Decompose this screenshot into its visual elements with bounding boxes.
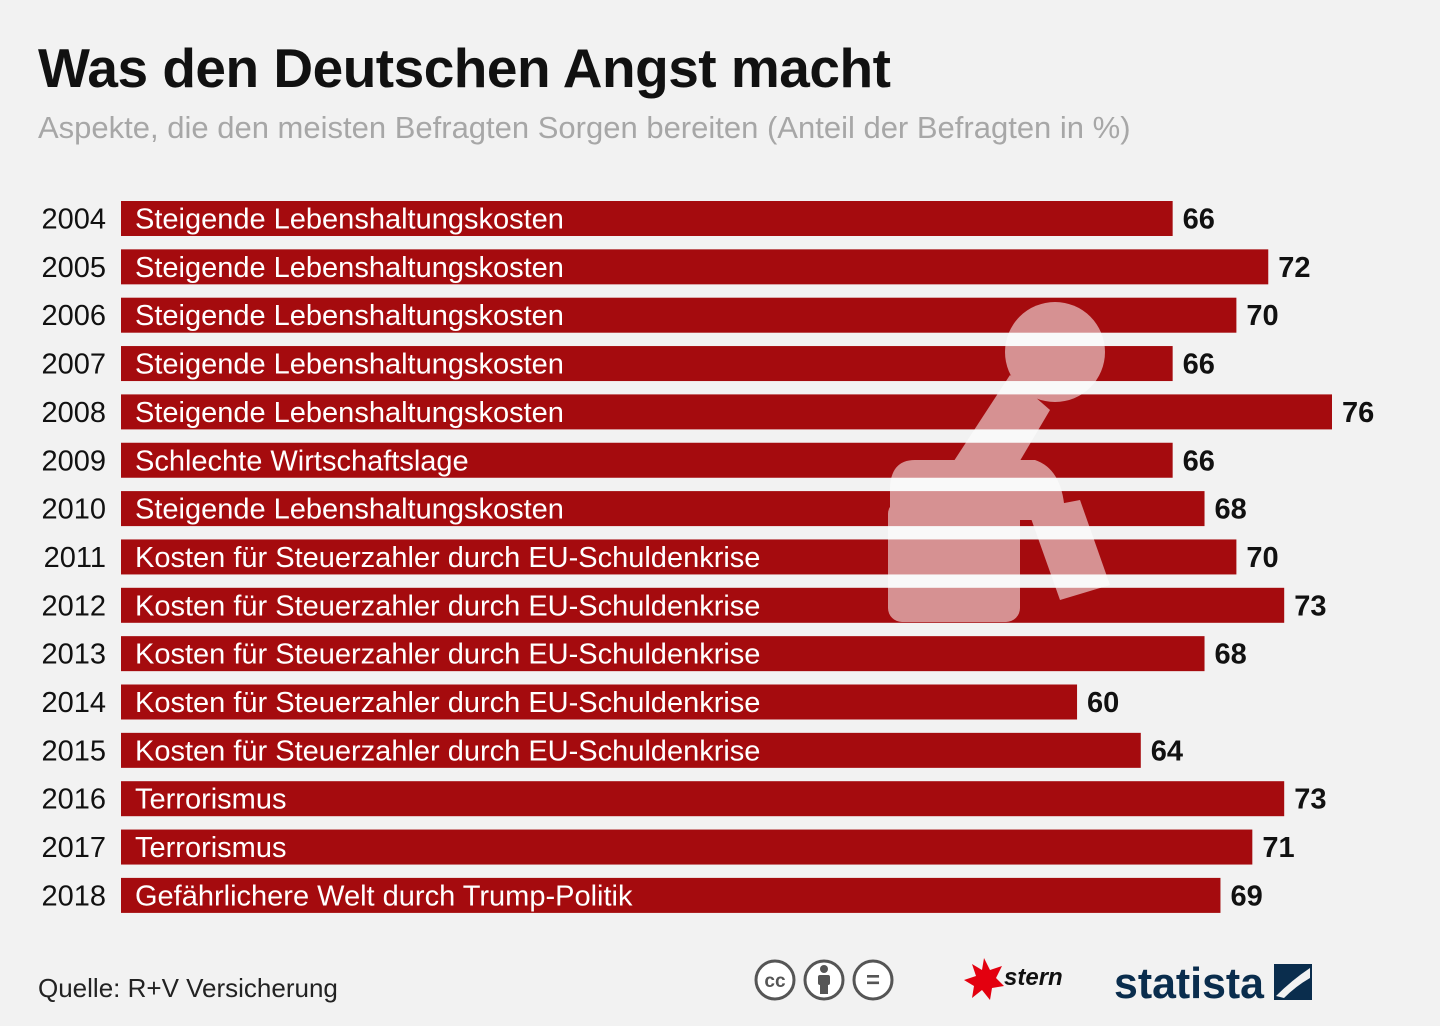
year-label-2018: 2018	[41, 880, 106, 912]
bar-label-2005: Steigende Lebenshaltungskosten	[135, 252, 564, 284]
year-label-2005: 2005	[41, 252, 106, 284]
year-label-2008: 2008	[41, 397, 106, 429]
year-label-2012: 2012	[41, 590, 106, 622]
stern-logo: stern	[964, 958, 1063, 1000]
year-label-2015: 2015	[41, 735, 106, 767]
bar-label-2014: Kosten für Steuerzahler durch EU-Schulde…	[135, 687, 760, 719]
bar-2013	[121, 636, 1205, 672]
bar-label-2004: Steigende Lebenshaltungskosten	[135, 204, 564, 236]
bar-2005	[121, 249, 1269, 285]
bar-label-2018: Gefährlichere Welt durch Trump-Politik	[135, 880, 633, 912]
value-label-2013: 68	[1215, 639, 1247, 671]
bar-label-2012: Kosten für Steuerzahler durch EU-Schulde…	[135, 590, 760, 622]
bar-label-2008: Steigende Lebenshaltungskosten	[135, 397, 564, 429]
value-label-2018: 69	[1230, 880, 1262, 912]
value-label-2008: 76	[1342, 397, 1374, 429]
value-label-2011: 70	[1246, 542, 1278, 574]
year-label-2014: 2014	[41, 687, 106, 719]
bar-2017	[121, 829, 1253, 865]
year-label-2010: 2010	[41, 494, 106, 526]
value-label-2009: 66	[1183, 445, 1215, 477]
bar-label-2006: Steigende Lebenshaltungskosten	[135, 300, 564, 332]
year-label-2004: 2004	[41, 204, 106, 236]
source-note: Quelle: R+V Versicherung	[38, 973, 338, 1003]
statista-logo: statista	[1114, 959, 1312, 1008]
bar-2004	[121, 201, 1173, 236]
bar-label-2013: Kosten für Steuerzahler durch EU-Schulde…	[135, 639, 760, 671]
value-label-2010: 68	[1215, 494, 1247, 526]
bar-2007	[121, 346, 1173, 382]
value-label-2004: 66	[1183, 204, 1215, 236]
chart-title: Was den Deutschen Angst macht	[38, 37, 891, 99]
bar-label-2007: Steigende Lebenshaltungskosten	[135, 349, 564, 381]
bars-layer: 2004 Steigende Lebenshaltungskosten 66 2005…	[41, 201, 1374, 913]
year-label-2013: 2013	[41, 639, 106, 671]
stern-logo-text: stern	[1004, 964, 1063, 991]
year-label-2016: 2016	[41, 784, 106, 816]
bar-label-2009: Schlechte Wirtschaftslage	[135, 445, 469, 477]
value-label-2016: 73	[1294, 784, 1326, 816]
bar-2008	[121, 394, 1332, 430]
cc-icon-text: cc	[764, 971, 786, 992]
value-label-2005: 72	[1278, 252, 1310, 284]
chart-subtitle: Aspekte, die den meisten Befragten Sorge…	[38, 110, 1131, 145]
no-derivatives-icon: =	[852, 959, 894, 1001]
bar-label-2011: Kosten für Steuerzahler durch EU-Schulde…	[135, 542, 760, 574]
footer-logos: cc = stern statista	[754, 958, 1312, 1008]
year-label-2006: 2006	[41, 300, 106, 332]
bar-2012	[121, 587, 1285, 623]
value-label-2007: 66	[1183, 349, 1215, 381]
year-label-2007: 2007	[41, 349, 106, 381]
attribution-icon	[803, 959, 845, 1001]
worried-person-icon	[888, 302, 1110, 622]
bar-2014	[121, 684, 1078, 720]
bar-label-2016: Terrorismus	[135, 784, 286, 816]
value-label-2006: 70	[1246, 300, 1278, 332]
year-label-2009: 2009	[41, 445, 106, 477]
value-label-2014: 60	[1087, 687, 1119, 719]
value-label-2017: 71	[1262, 832, 1294, 864]
bar-label-2015: Kosten für Steuerzahler durch EU-Schulde…	[135, 735, 760, 767]
year-label-2017: 2017	[41, 832, 106, 864]
value-label-2015: 64	[1151, 735, 1183, 767]
bar-2015	[121, 732, 1141, 768]
bar-2018	[121, 877, 1221, 913]
bar-label-2017: Terrorismus	[135, 832, 286, 864]
statista-logo-text: statista	[1114, 959, 1265, 1008]
bar-label-2010: Steigende Lebenshaltungskosten	[135, 494, 564, 526]
year-label-2011: 2011	[44, 542, 106, 574]
cc-icon: cc	[754, 959, 796, 1001]
nd-icon-text: =	[866, 967, 880, 994]
bar-2016	[121, 781, 1285, 817]
value-label-2012: 73	[1294, 590, 1326, 622]
